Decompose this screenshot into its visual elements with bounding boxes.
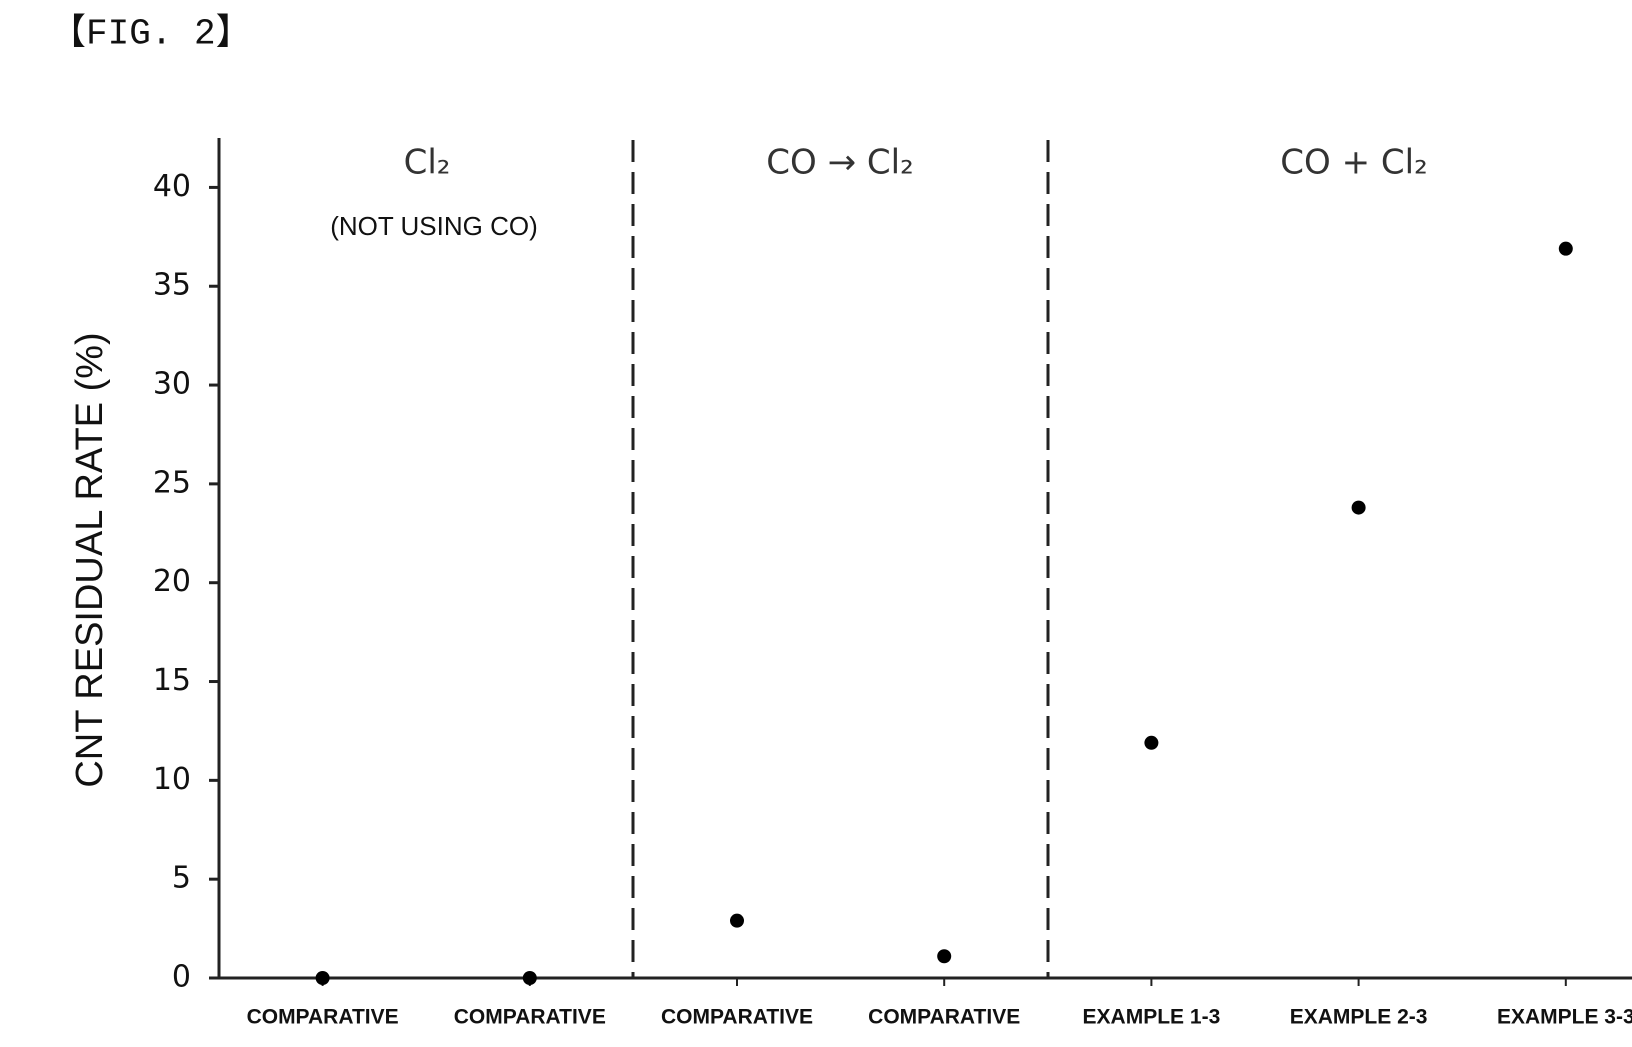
y-tick-label: 15 xyxy=(153,663,191,698)
group-label: CO → Cl₂ xyxy=(766,143,913,183)
x-tick-label: COMPARATIVE xyxy=(661,1006,813,1029)
y-tick-label: 10 xyxy=(153,762,191,797)
y-tick-label: 35 xyxy=(153,268,191,303)
y-axis-label: CNT RESIDUAL RATE (%) xyxy=(69,332,111,787)
group-label: Cl₂ xyxy=(404,143,451,183)
x-tick-label: COMPARATIVE xyxy=(454,1006,606,1029)
data-point xyxy=(937,949,951,963)
data-point xyxy=(523,971,537,985)
data-point xyxy=(1559,242,1573,256)
data-point xyxy=(316,971,330,985)
x-tick-label: EXAMPLE 2-3 xyxy=(1290,1006,1428,1029)
figure-label: 【FIG. 2】 xyxy=(50,13,252,55)
data-point xyxy=(1144,736,1158,750)
y-tick-label: 30 xyxy=(153,367,191,402)
group-note: (NOT USING CO) xyxy=(330,211,538,241)
x-tick-label: EXAMPLE 1-3 xyxy=(1083,1006,1221,1029)
y-tick-label: 0 xyxy=(172,960,191,995)
x-tick-label: EXAMPLE 3-3 xyxy=(1497,1006,1632,1029)
data-point xyxy=(1352,501,1366,515)
y-tick-label: 5 xyxy=(172,861,191,896)
group-label: CO + Cl₂ xyxy=(1280,143,1427,183)
y-tick-label: 40 xyxy=(153,169,191,204)
x-tick-label: COMPARATIVE xyxy=(868,1006,1020,1029)
x-tick-label: COMPARATIVE xyxy=(247,1006,399,1029)
data-point xyxy=(730,914,744,928)
y-tick-label: 25 xyxy=(153,465,191,500)
y-tick-label: 20 xyxy=(153,564,191,599)
